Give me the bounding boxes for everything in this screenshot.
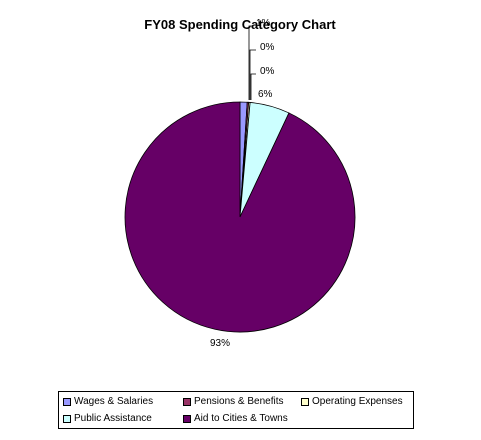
data-label: 0% xyxy=(260,66,275,77)
legend-item-public-assistance: Public Assistance xyxy=(63,413,152,424)
legend-label: Operating Expenses xyxy=(312,396,403,407)
legend-label: Public Assistance xyxy=(74,413,152,424)
data-label: 6% xyxy=(258,89,273,100)
data-label: 0% xyxy=(260,42,275,53)
legend-swatch xyxy=(183,397,191,406)
chart-title: FY08 Spending Category Chart xyxy=(144,17,336,32)
legend-label: Pensions & Benefits xyxy=(194,396,284,407)
legend: Wages & Salaries Pensions & Benefits Ope… xyxy=(58,391,414,429)
legend-item-operating-expenses: Operating Expenses xyxy=(301,396,403,407)
legend-swatch xyxy=(63,397,71,406)
legend-label: Wages & Salaries xyxy=(74,396,154,407)
leader-line xyxy=(249,49,256,100)
legend-swatch xyxy=(183,414,191,423)
data-label: 1% xyxy=(256,18,271,29)
leader-line xyxy=(248,25,253,100)
legend-item-aid-to-cities-towns: Aid to Cities & Towns xyxy=(183,413,288,424)
legend-item-wages-salaries: Wages & Salaries xyxy=(63,396,153,407)
legend-label: Aid to Cities & Towns xyxy=(194,413,288,424)
data-label: 93% xyxy=(210,338,230,349)
pie-slice-aid-to-cities-towns xyxy=(124,101,356,333)
legend-item-pensions-benefits: Pensions & Benefits xyxy=(183,396,284,407)
legend-swatch xyxy=(301,397,309,406)
leader-line xyxy=(250,73,256,100)
legend-swatch xyxy=(63,414,71,423)
